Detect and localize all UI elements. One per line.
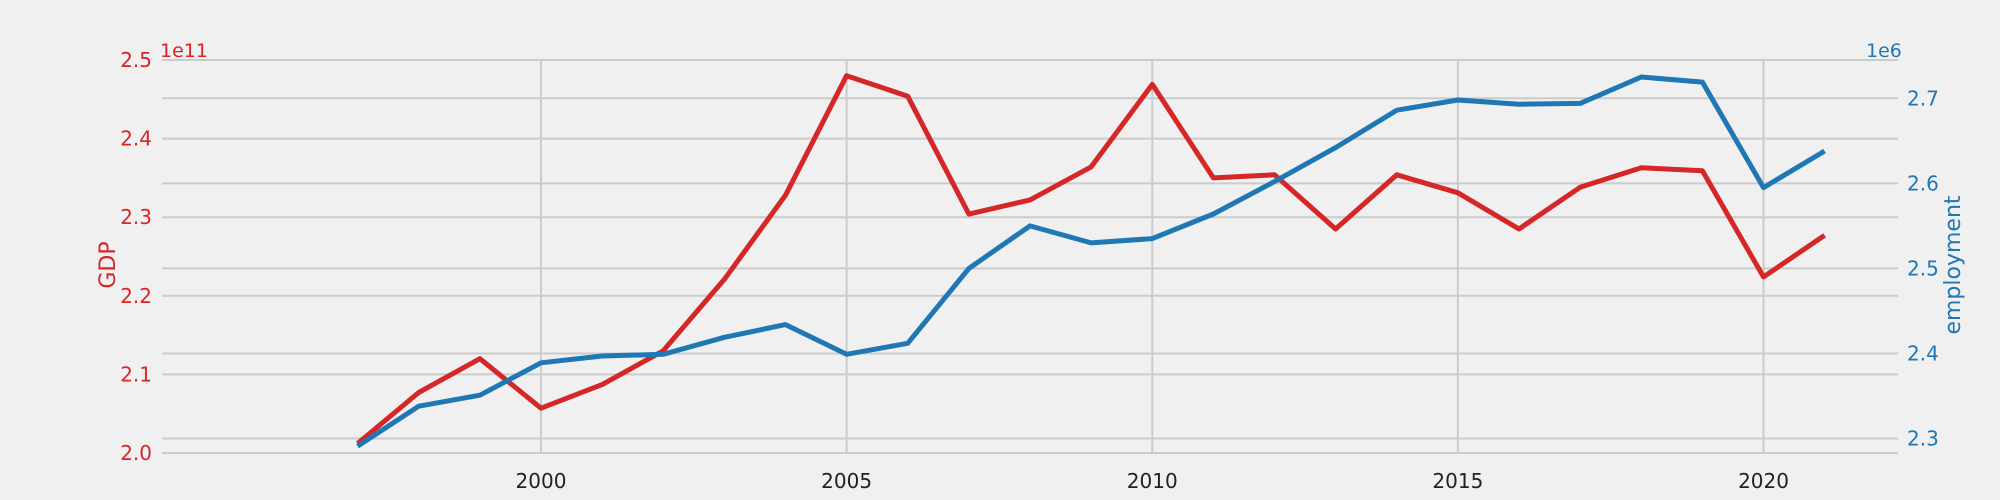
left-axis-offset-text: 1e11 [160, 40, 208, 62]
y-left-tick-label: 2.0 [120, 441, 152, 465]
y-right-tick-label: 2.4 [1907, 341, 1939, 365]
y-right-tick-label: 2.5 [1907, 256, 1939, 280]
left-axis-label: GDP [96, 241, 121, 288]
right-axis-label: employment [1941, 195, 1966, 334]
x-tick-label: 2015 [1432, 469, 1483, 493]
y-left-tick-label: 2.5 [120, 48, 152, 72]
y-left-tick-label: 2.3 [120, 205, 152, 229]
grid [162, 59, 1898, 454]
y-left-tick-label: 2.4 [120, 127, 152, 151]
axes: 1e11 1e6 GDP employment 2000 2005 2010 2015… [96, 40, 1966, 493]
y-left-tick-label: 2.2 [120, 284, 152, 308]
x-tick-label: 2010 [1127, 469, 1178, 493]
x-tick-label: 2000 [516, 469, 567, 493]
right-axis-offset-text: 1e6 [1866, 40, 1902, 62]
series-lines [355, 73, 1827, 449]
x-tick-label: 2020 [1738, 469, 1789, 493]
y-right-tick-label: 2.7 [1907, 86, 1939, 110]
x-tick-label: 2005 [821, 469, 872, 493]
y-left-tick-label: 2.1 [120, 362, 152, 386]
y-right-tick-label: 2.3 [1907, 427, 1939, 451]
y-right-tick-label: 2.6 [1907, 171, 1939, 195]
